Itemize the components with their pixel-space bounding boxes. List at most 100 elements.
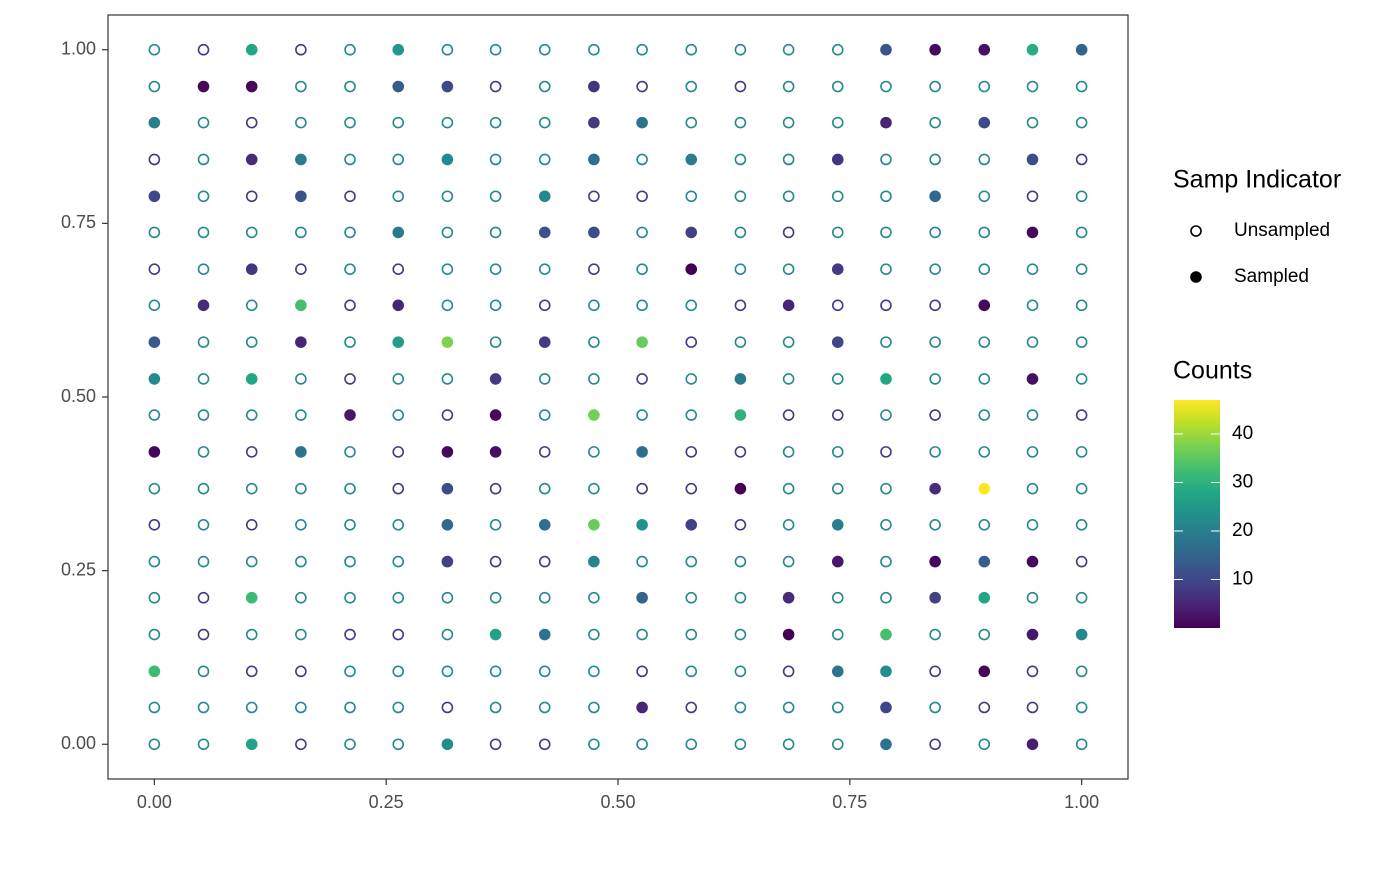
point bbox=[1026, 555, 1039, 568]
point bbox=[929, 80, 941, 93]
point bbox=[929, 446, 941, 458]
point bbox=[734, 518, 747, 531]
point bbox=[489, 518, 502, 531]
point bbox=[489, 555, 502, 568]
point bbox=[831, 190, 844, 203]
point bbox=[148, 263, 161, 276]
point bbox=[929, 555, 941, 568]
point bbox=[197, 373, 210, 385]
point bbox=[831, 591, 844, 604]
point bbox=[636, 373, 648, 385]
plot-panel bbox=[107, 14, 1129, 780]
point bbox=[392, 80, 405, 93]
point bbox=[588, 336, 600, 348]
point bbox=[880, 226, 892, 239]
point bbox=[148, 43, 161, 56]
point bbox=[588, 409, 600, 421]
point bbox=[148, 409, 161, 421]
point bbox=[685, 482, 698, 495]
point bbox=[245, 226, 258, 239]
point bbox=[392, 226, 405, 239]
point bbox=[538, 738, 551, 751]
point bbox=[344, 665, 356, 678]
point bbox=[978, 591, 991, 604]
point bbox=[344, 80, 356, 93]
point bbox=[245, 373, 258, 385]
point bbox=[1026, 628, 1039, 641]
point bbox=[880, 263, 892, 276]
point bbox=[978, 701, 991, 714]
point bbox=[1026, 482, 1039, 495]
point bbox=[880, 628, 892, 641]
point bbox=[1075, 446, 1088, 458]
point bbox=[880, 665, 892, 678]
point bbox=[392, 190, 405, 203]
point bbox=[1026, 518, 1039, 531]
point bbox=[245, 80, 258, 93]
point bbox=[245, 263, 258, 276]
point bbox=[538, 446, 551, 458]
point bbox=[245, 701, 258, 714]
point bbox=[245, 738, 258, 751]
point bbox=[685, 665, 698, 678]
point bbox=[880, 738, 892, 751]
shape-legend-title: Samp Indicator bbox=[1173, 166, 1341, 194]
point bbox=[197, 226, 210, 239]
point bbox=[295, 738, 307, 751]
point bbox=[245, 116, 258, 129]
point bbox=[636, 628, 648, 641]
point bbox=[636, 116, 648, 129]
point bbox=[1026, 116, 1039, 129]
point bbox=[344, 446, 356, 458]
point bbox=[295, 518, 307, 531]
point bbox=[538, 482, 551, 495]
point bbox=[978, 116, 991, 129]
point bbox=[929, 738, 941, 751]
point bbox=[734, 299, 747, 312]
point bbox=[831, 738, 844, 751]
point bbox=[782, 409, 795, 421]
point bbox=[295, 373, 307, 385]
point bbox=[441, 518, 454, 531]
point bbox=[782, 190, 795, 203]
point bbox=[489, 336, 502, 348]
point bbox=[245, 518, 258, 531]
point bbox=[880, 409, 892, 421]
point bbox=[978, 226, 991, 239]
point bbox=[392, 591, 405, 604]
point bbox=[245, 299, 258, 312]
point bbox=[148, 518, 161, 531]
point bbox=[929, 628, 941, 641]
point bbox=[245, 555, 258, 568]
point bbox=[734, 555, 747, 568]
point bbox=[344, 153, 356, 166]
point bbox=[734, 153, 747, 166]
point bbox=[538, 518, 551, 531]
point bbox=[538, 665, 551, 678]
point bbox=[489, 409, 502, 421]
point bbox=[831, 665, 844, 678]
point bbox=[1026, 226, 1039, 239]
point bbox=[734, 263, 747, 276]
point bbox=[588, 116, 600, 129]
point bbox=[1075, 116, 1088, 129]
point bbox=[148, 226, 161, 239]
point bbox=[685, 555, 698, 568]
point bbox=[636, 43, 648, 56]
point bbox=[344, 226, 356, 239]
point bbox=[1075, 701, 1088, 714]
point bbox=[295, 555, 307, 568]
point bbox=[148, 628, 161, 641]
point bbox=[636, 518, 648, 531]
point bbox=[489, 80, 502, 93]
point bbox=[782, 446, 795, 458]
point bbox=[929, 518, 941, 531]
point bbox=[685, 518, 698, 531]
point bbox=[538, 591, 551, 604]
point bbox=[441, 482, 454, 495]
point bbox=[929, 591, 941, 604]
point bbox=[441, 190, 454, 203]
point bbox=[685, 43, 698, 56]
point bbox=[441, 701, 454, 714]
